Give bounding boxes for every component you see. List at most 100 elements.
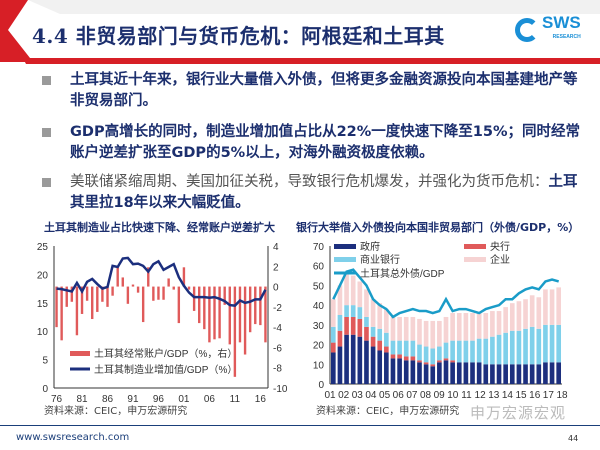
bullet-2: GDP高增长的同时，制造业增加值占比从22%一度快速下降至15%；同时经常账户逆… [42,122,584,164]
bar-企业 [476,313,482,339]
right-y-tick-label: -8 [273,364,282,375]
bar-企业 [410,316,416,341]
bar-企业 [490,311,495,337]
x-tick-label: 05 [379,390,391,401]
bar-商业银行 [357,307,363,319]
bar-政府 [509,364,515,384]
bar-政府 [417,362,422,384]
bar-企业 [397,316,402,341]
current-account-bar [147,267,150,287]
current-account-bar [157,286,160,300]
x-tick-label: 01 [178,394,190,402]
y-tick-label: 0 [318,380,324,391]
bar-企业 [364,289,369,317]
current-account-bar [131,284,135,287]
x-tick-label: 16 [255,394,267,402]
total-external-debt-line [332,268,560,319]
current-account-bar [264,286,267,343]
current-account-bar [233,286,237,377]
bar-商业银行 [543,324,548,363]
legend-label: 土耳其制造业增加值/GDP（%） [94,363,237,376]
bar-商业银行 [403,340,409,357]
bar-央行 [417,360,422,363]
legend-label: 央行 [490,240,510,253]
bar-商业银行 [463,340,469,363]
x-tick-label: 11 [230,394,241,402]
left-y-tick-label: 25 [37,242,49,253]
y-tick-label: 50 [313,281,325,292]
bar-企业 [529,295,535,327]
current-account-bar [218,286,221,339]
bar-企业 [344,271,349,306]
x-tick-label: 07 [406,390,418,401]
current-account-bar [198,286,201,324]
bar-商业银行 [384,332,389,347]
bar-商业银行 [476,338,482,363]
current-account-bar [121,277,124,287]
current-account-bar [60,286,63,341]
bar-商业银行 [456,340,462,363]
legend-swatch [464,257,486,262]
x-tick-label: 76 [51,394,63,402]
right-y-tick-label: -10 [273,384,288,395]
bar-商业银行 [397,340,402,355]
bar-政府 [357,336,363,384]
bar-企业 [423,320,429,347]
bar-政府 [397,358,402,384]
bar-企业 [450,313,455,341]
x-tick-label: 10 [447,390,459,401]
page-number: 44 [568,434,579,443]
bar-企业 [384,309,389,333]
bar-政府 [337,346,343,384]
x-tick-label: 06 [204,394,216,402]
footer-url[interactable]: www.swsresearch.com [16,432,130,443]
bar-企业 [516,301,522,331]
current-account-bar [70,286,74,302]
x-tick-label: 86 [102,394,114,402]
x-tick-label: 11 [461,390,472,401]
bar-企业 [463,313,469,341]
x-tick-label: 17 [543,390,555,401]
x-tick-label: 04 [365,390,377,401]
bar-央行 [344,316,349,335]
x-tick-label: 81 [76,394,88,402]
bar-企业 [417,318,422,345]
bar-商业银行 [509,330,515,365]
bar-政府 [496,364,502,384]
current-account-bar [80,286,84,314]
bar-企业 [403,316,409,341]
bar-企业 [330,299,336,327]
bar-政府 [403,360,409,384]
x-tick-label: 96 [153,394,165,402]
bar-企业 [556,287,562,325]
legend-swatch [334,244,356,249]
current-account-bar [248,286,252,333]
bar-商业银行 [516,330,522,365]
bar-政府 [410,360,416,384]
legend-label: 商业银行 [360,253,400,266]
bar-商业银行 [344,305,349,317]
y-tick-label: 10 [313,360,325,371]
current-account-bar [65,286,68,307]
left-y-tick-label: 10 [37,327,49,338]
y-tick-label: 30 [313,321,325,332]
legend-swatch [464,244,486,249]
x-tick-label: 15 [515,390,527,401]
bar-政府 [370,346,376,384]
y-tick-label: 40 [313,301,325,312]
bar-商业银行 [443,342,449,359]
page-title: 4.4 非贸易部门与货币危机：阿根廷和土耳其 [32,24,445,48]
bar-商业银行 [417,344,422,361]
bar-政府 [470,362,475,384]
bar-商业银行 [523,328,528,365]
bar-商业银行 [450,340,455,361]
x-tick-label: 01 [324,390,336,401]
bar-政府 [549,362,555,384]
left-y-tick-label: 5 [42,356,48,367]
bar-商业银行 [330,326,336,343]
bar-商业银行 [423,346,429,363]
current-account-bar [55,286,58,328]
bar-商业银行 [470,340,475,363]
bar-商业银行 [377,328,383,341]
y-tick-label: 70 [313,242,325,253]
